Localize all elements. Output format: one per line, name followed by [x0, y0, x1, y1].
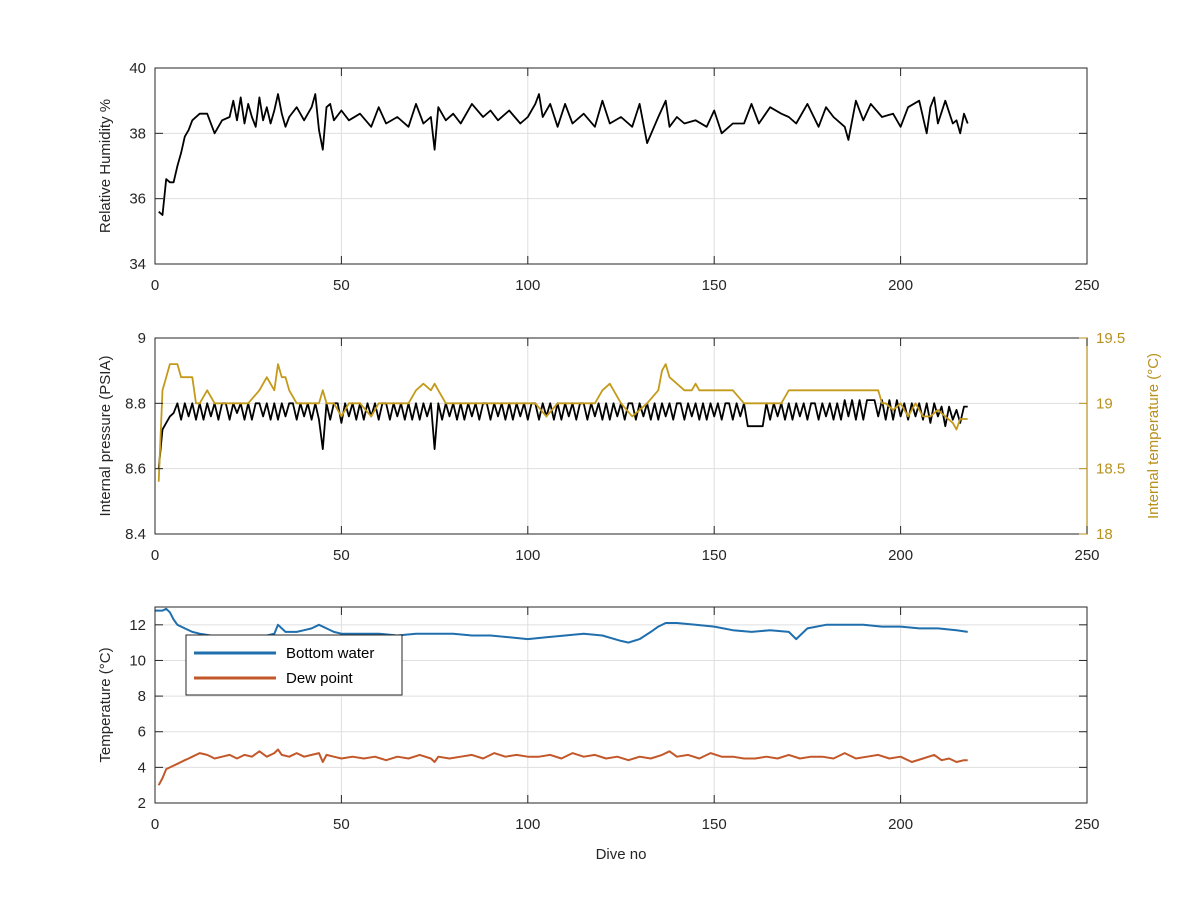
axes-frame [154, 606, 1088, 804]
y-axis-title: Relative Humidity % [97, 99, 114, 233]
humidity-panel: 0 50 100 150 200 250 34 36 38 40 Relative Humidity… [97, 60, 1100, 294]
pressure-panel: 0 50 100 150 200 250 8.4 8.6 8.8 9 18 18.5 19 19.5 Int… [97, 330, 1162, 564]
axes-frame [154, 67, 1088, 265]
x-tick-label: 150 [702, 547, 727, 564]
y-tick-label: 8.8 [125, 395, 146, 412]
humidity-series-line [158, 93, 969, 216]
pressure-series-line [157, 399, 968, 469]
x-tick-label: 250 [1074, 816, 1099, 833]
x-tick-label: 0 [151, 547, 159, 564]
x-tick-label: 200 [888, 816, 913, 833]
y-right-tick-label: 18 [1096, 526, 1113, 543]
x-tick-label: 150 [702, 816, 727, 833]
x-tick-label: 0 [151, 277, 159, 294]
x-tick-label: 0 [151, 816, 159, 833]
y-tick-label: 8.6 [125, 461, 146, 478]
y-axis-title: Internal pressure (PSIA) [97, 356, 114, 517]
x-axis-title: Dive no [596, 846, 647, 863]
x-tick-label: 200 [888, 547, 913, 564]
temperature-panel: 0 50 100 150 200 250 2 4 6 8 10 12 Temperature (°C) D… [97, 606, 1100, 863]
y-tick-label: 12 [129, 617, 146, 634]
x-tick-label: 100 [515, 277, 540, 294]
x-tick-label: 200 [888, 277, 913, 294]
x-tick-label: 100 [515, 547, 540, 564]
legend: Bottom water Dew point [185, 634, 403, 696]
x-tick-label: 100 [515, 816, 540, 833]
x-tick-label: 50 [333, 277, 350, 294]
x-tick-label: 150 [702, 277, 727, 294]
x-tick-label: 50 [333, 816, 350, 833]
y-tick-label: 9 [138, 330, 146, 347]
x-tick-label: 250 [1074, 277, 1099, 294]
y-tick-label: 36 [129, 191, 146, 208]
internal-temperature-series-line [157, 363, 968, 482]
y-right-axis-title: Internal temperature (°C) [1145, 353, 1162, 519]
y-tick-label: 10 [129, 652, 146, 669]
y-axis-title: Temperature (°C) [97, 647, 114, 762]
legend-label-bottom-water: Bottom water [286, 645, 374, 662]
y-tick-label: 4 [138, 759, 146, 776]
y-tick-label: 8 [138, 688, 146, 705]
y-right-tick-label: 19 [1096, 395, 1113, 412]
y-tick-label: 40 [129, 60, 146, 77]
y-tick-label: 34 [129, 256, 146, 273]
y-tick-label: 38 [129, 125, 146, 142]
x-tick-label: 50 [333, 547, 350, 564]
legend-label-dew-point: Dew point [286, 670, 354, 687]
y-right-tick-label: 19.5 [1096, 330, 1125, 347]
dew-point-series-line [157, 748, 968, 786]
y-right-tick-label: 18.5 [1096, 461, 1125, 478]
legend-box [185, 634, 403, 696]
y-tick-label: 6 [138, 724, 146, 741]
y-tick-label: 2 [138, 795, 146, 812]
y-tick-label: 8.4 [125, 526, 146, 543]
x-tick-label: 250 [1074, 547, 1099, 564]
